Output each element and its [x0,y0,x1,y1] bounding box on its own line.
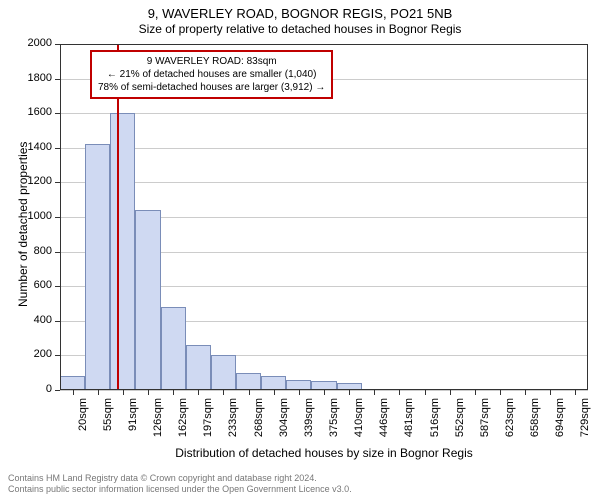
ytick-label: 1600 [12,106,52,118]
chart-title-main: 9, WAVERLEY ROAD, BOGNOR REGIS, PO21 5NB [0,6,600,21]
ytick-label: 1800 [12,72,52,84]
xtick [550,390,551,395]
xtick [249,390,250,395]
footer-line2: Contains public sector information licen… [8,484,352,496]
y-axis-label: Number of detached properties [16,142,30,307]
xtick [123,390,124,395]
xtick [274,390,275,395]
xtick [475,390,476,395]
ytick [55,390,60,391]
xtick [399,390,400,395]
ytick-label: 0 [12,383,52,395]
xtick [450,390,451,395]
xtick [148,390,149,395]
footer-attribution: Contains HM Land Registry data © Crown c… [8,473,352,496]
ytick-label: 400 [12,314,52,326]
footer-line1: Contains HM Land Registry data © Crown c… [8,473,352,485]
xtick [173,390,174,395]
xtick [73,390,74,395]
ytick-label: 200 [12,348,52,360]
x-axis-label: Distribution of detached houses by size … [60,446,588,460]
chart-title-sub: Size of property relative to detached ho… [0,22,600,36]
chart-container: 9, WAVERLEY ROAD, BOGNOR REGIS, PO21 5NB… [0,0,600,500]
ytick-label: 2000 [12,37,52,49]
xtick [349,390,350,395]
xtick [575,390,576,395]
xtick [525,390,526,395]
xtick [324,390,325,395]
plot-border [60,44,588,390]
xtick [374,390,375,395]
xtick [299,390,300,395]
xtick [98,390,99,395]
xtick [425,390,426,395]
xtick [500,390,501,395]
xtick [223,390,224,395]
xtick [198,390,199,395]
